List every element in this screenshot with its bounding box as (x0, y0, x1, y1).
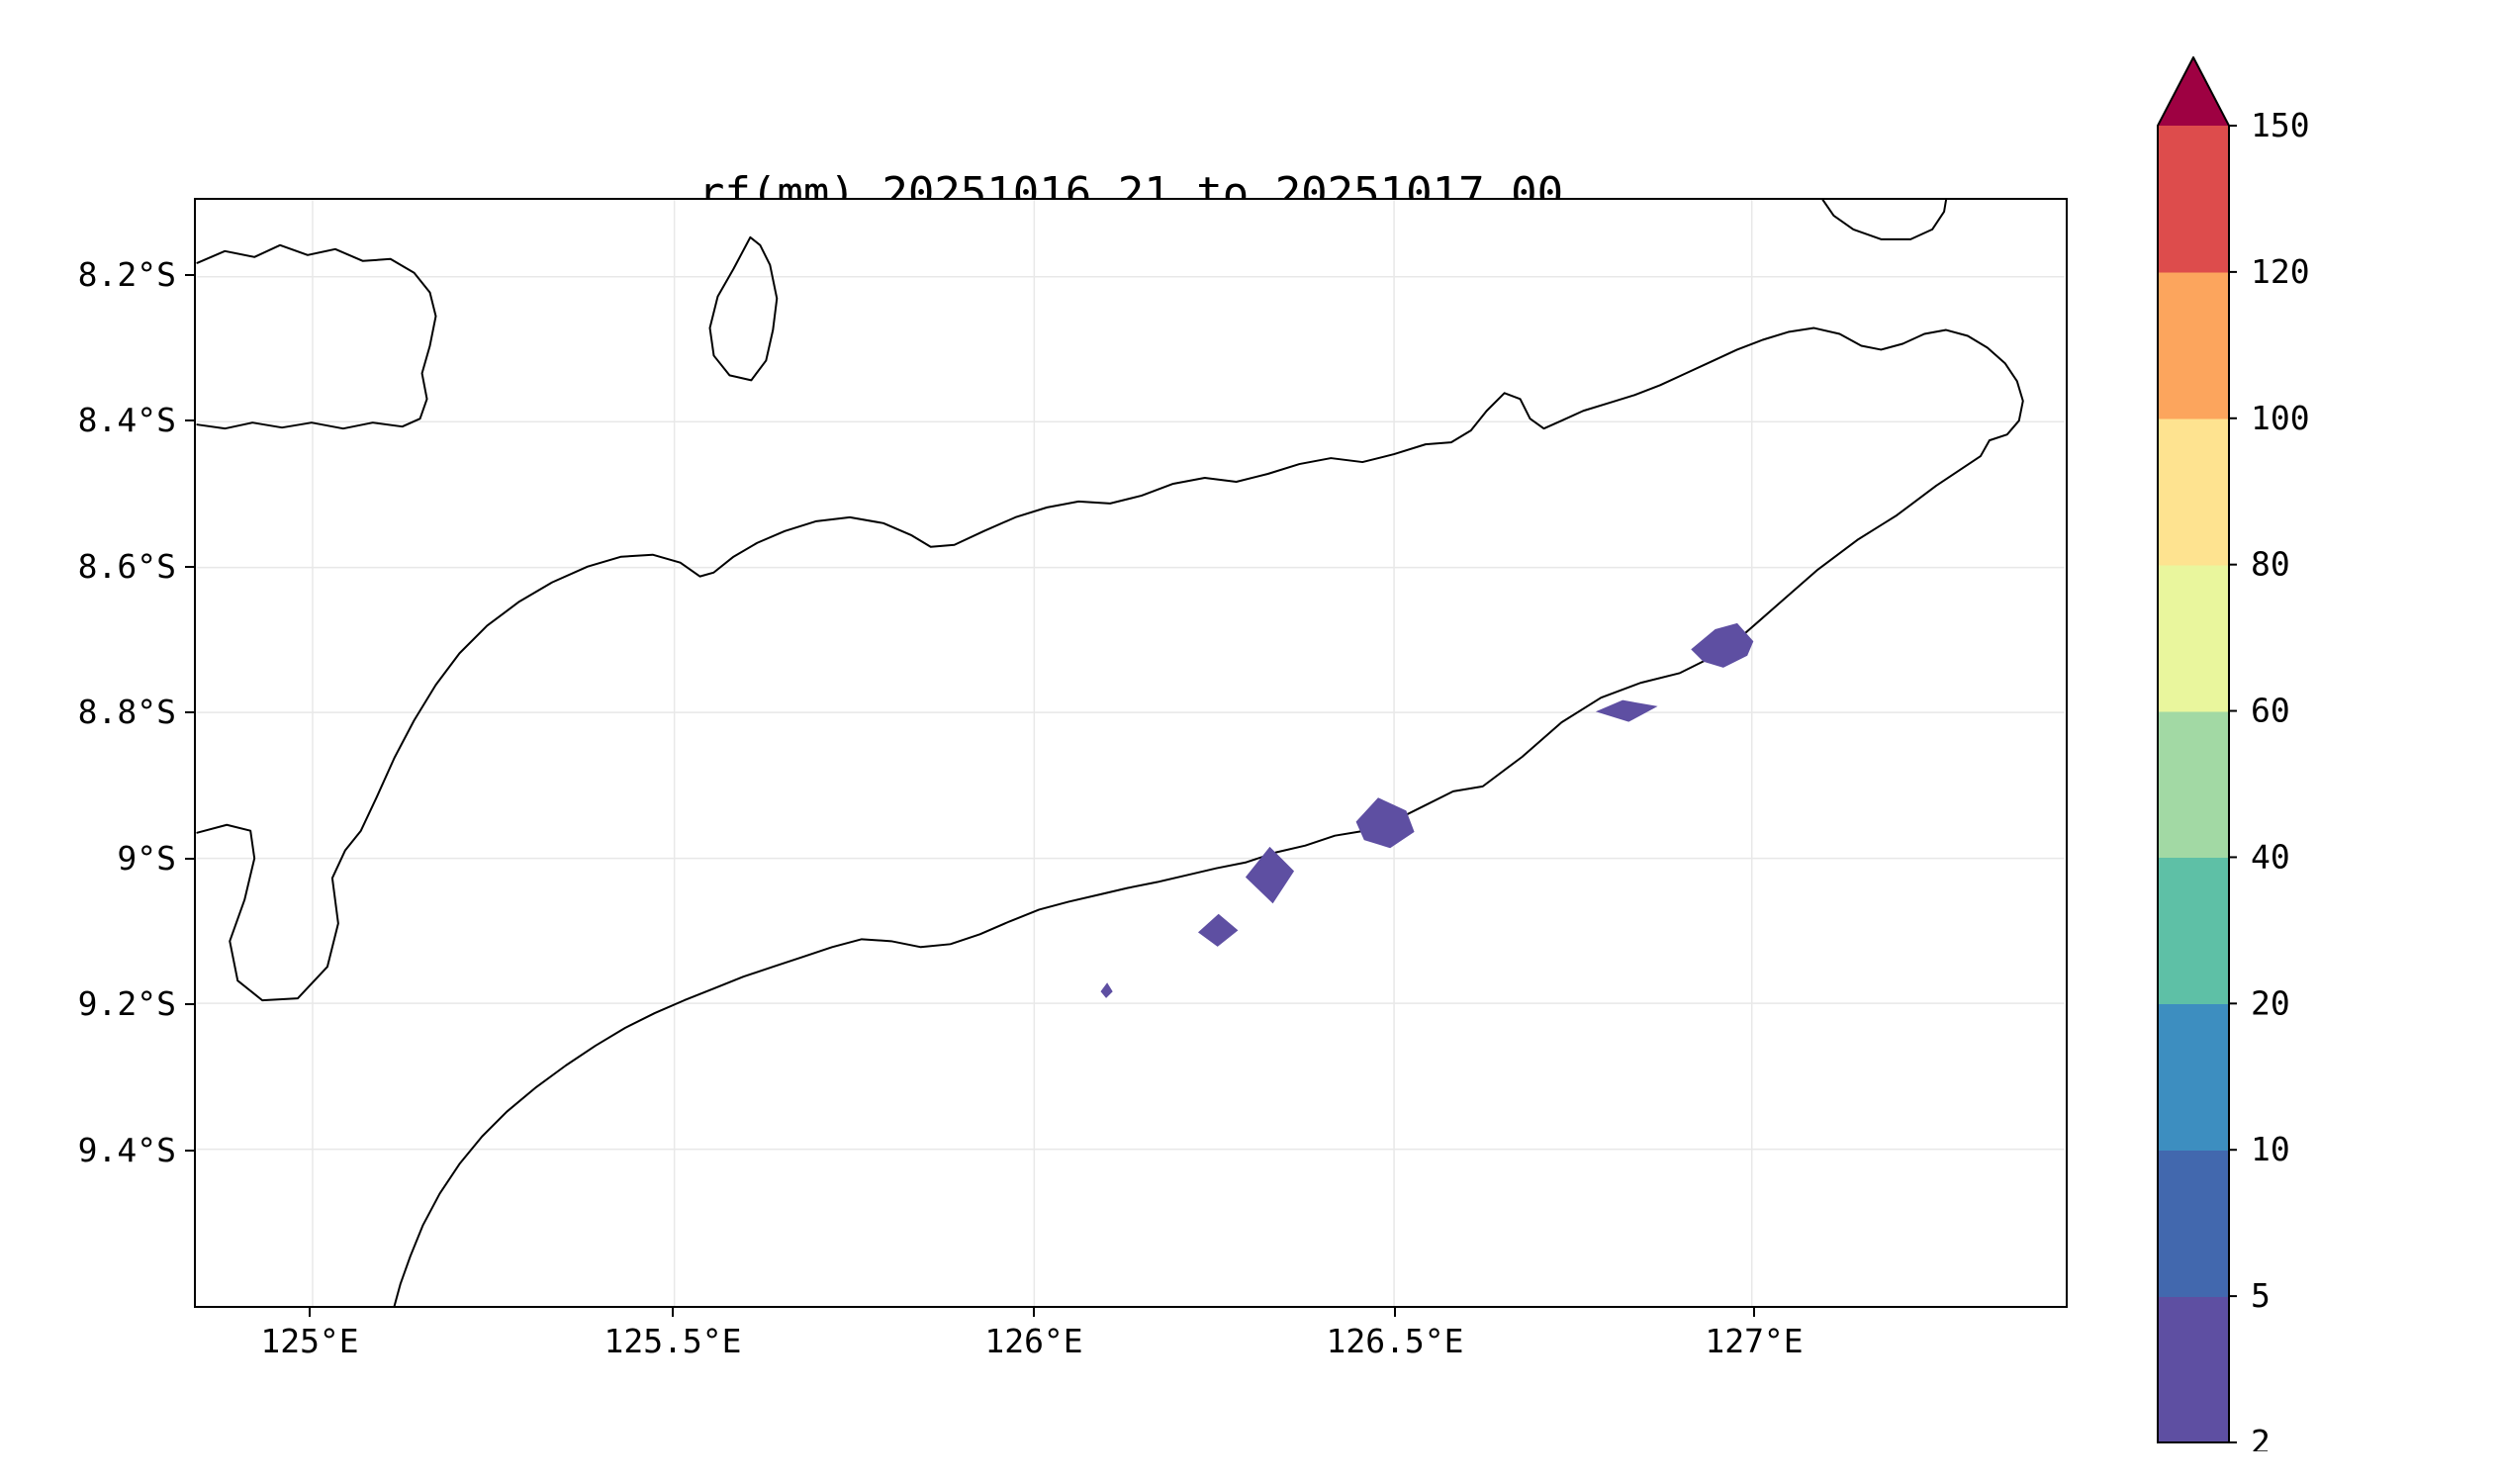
colorbar-tick-label: 2 (2251, 1423, 2271, 1451)
x-axis-tick (1033, 1308, 1035, 1317)
rain-patch (1691, 622, 1754, 668)
colorbar-segment-2-5 (2158, 1296, 2229, 1443)
y-tick-label: 8.4°S (77, 401, 176, 439)
colorbar-tick-label: 20 (2251, 983, 2290, 1022)
y-axis-tick (185, 1003, 194, 1005)
rain-patch (1595, 699, 1658, 722)
x-tick-label: 127°E (1705, 1322, 1804, 1360)
colorbar-over-arrow (2158, 57, 2229, 126)
colorbar-outline (2157, 56, 2230, 1443)
x-axis-tick (1394, 1308, 1396, 1317)
colorbar-segment-40-60 (2158, 710, 2229, 859)
rain-patch (1245, 846, 1295, 904)
colorbar-segment-5-10 (2158, 1150, 2229, 1297)
y-axis-tick (185, 858, 194, 860)
atauro-island-coastline (708, 235, 779, 382)
map-plot-area (194, 198, 2068, 1308)
alor-east-tip-coastline (196, 243, 437, 430)
y-axis-tick (185, 1150, 194, 1152)
wetar-south-coast-fragment (1821, 200, 1948, 240)
colorbar-segment-120-150 (2158, 126, 2229, 273)
colorbar-segment-60-80 (2158, 564, 2229, 712)
colorbar: 150 120 100 80 60 40 20 10 5 2 (2157, 56, 2483, 1451)
colorbar-tick-label: 10 (2251, 1130, 2290, 1168)
x-tick-label: 126°E (984, 1322, 1083, 1360)
rain-patch (1100, 982, 1113, 998)
colorbar-segment-10-20 (2158, 1003, 2229, 1152)
y-tick-label: 8.2°S (77, 255, 176, 294)
y-tick-label: 9.2°S (77, 984, 176, 1023)
colorbar-tick-label: 80 (2251, 545, 2290, 584)
y-axis-tick (185, 419, 194, 421)
x-tick-label: 125°E (260, 1322, 359, 1360)
y-tick-label: 9°S (117, 839, 176, 878)
colorbar-canvas: 150 120 100 80 60 40 20 10 5 2 (2157, 56, 2310, 1451)
colorbar-tick-label: 150 (2251, 106, 2310, 144)
colorbar-segment-20-40 (2158, 857, 2229, 1005)
x-tick-label: 125.5°E (603, 1322, 742, 1360)
colorbar-tick-label: 100 (2251, 399, 2310, 437)
x-tick-label: 126.5°E (1326, 1322, 1464, 1360)
rain-patch (1355, 797, 1415, 849)
y-axis-tick (185, 274, 194, 276)
y-tick-label: 8.6°S (77, 547, 176, 586)
rain-patch (1197, 913, 1239, 947)
x-axis-tick (672, 1308, 674, 1317)
y-axis-tick (185, 711, 194, 713)
x-axis-tick (1753, 1308, 1755, 1317)
x-axis-tick (309, 1308, 311, 1317)
colorbar-tick-label: 60 (2251, 692, 2290, 730)
colorbar-segment-80-100 (2158, 417, 2229, 566)
timor-island-coastline (196, 326, 2024, 1306)
colorbar-segment-100-120 (2158, 271, 2229, 419)
y-tick-label: 8.8°S (77, 693, 176, 731)
map-canvas (196, 200, 2065, 1306)
colorbar-tick-label: 40 (2251, 837, 2290, 876)
colorbar-tick-label: 5 (2251, 1276, 2271, 1315)
colorbar-tick-label: 120 (2251, 252, 2310, 291)
y-axis-tick (185, 566, 194, 568)
y-tick-label: 9.4°S (77, 1131, 176, 1169)
